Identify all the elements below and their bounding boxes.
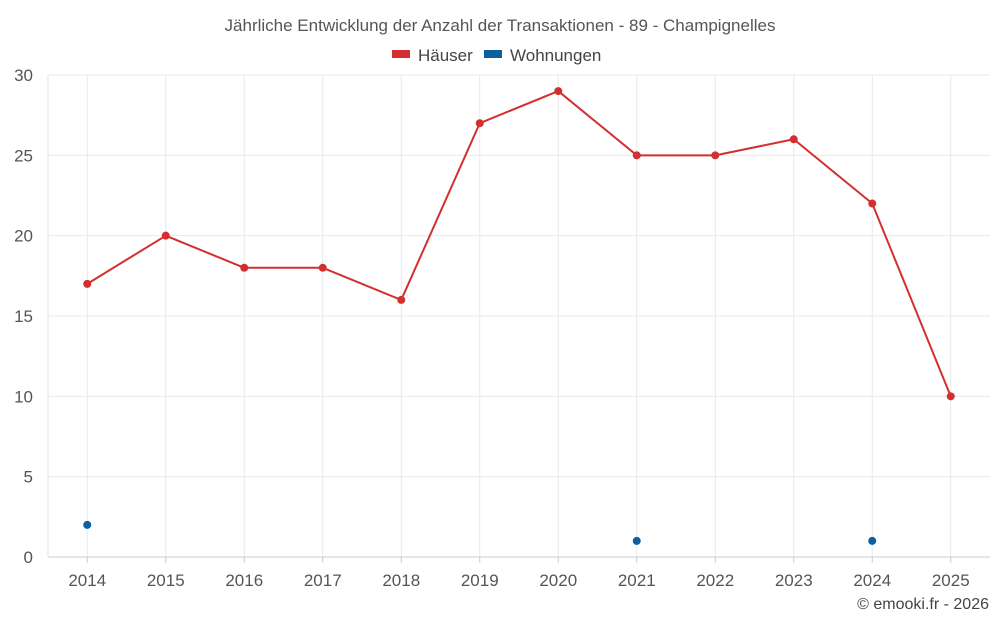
legend-swatch-wohnungen (484, 50, 502, 58)
x-tick-label: 2025 (932, 571, 970, 590)
x-tick-label: 2023 (775, 571, 813, 590)
legend: Häuser Wohnungen (392, 46, 601, 65)
legend-swatch-haeuser (392, 50, 410, 58)
x-tick-label: 2020 (539, 571, 577, 590)
data-point-wohnungen[interactable] (83, 520, 92, 529)
credit: © emooki.fr - 2026 (857, 596, 989, 613)
y-tick-label: 30 (14, 66, 33, 85)
data-point-haeuser[interactable] (161, 231, 170, 240)
y-tick-label: 5 (24, 468, 33, 487)
grid (48, 74, 990, 558)
x-tick-label: 2024 (853, 571, 891, 590)
y-tick-label: 10 (14, 387, 33, 406)
series (83, 87, 955, 545)
data-point-haeuser[interactable] (868, 199, 877, 208)
x-tick-label: 2021 (618, 571, 656, 590)
data-point-wohnungen[interactable] (632, 536, 641, 545)
y-tick-label: 15 (14, 307, 33, 326)
legend-label-wohnungen[interactable]: Wohnungen (510, 46, 601, 65)
data-point-wohnungen[interactable] (868, 536, 877, 545)
data-point-haeuser[interactable] (240, 263, 249, 272)
data-point-haeuser[interactable] (397, 295, 406, 304)
x-tick-label: 2016 (225, 571, 263, 590)
x-tick-label: 2015 (147, 571, 185, 590)
data-point-haeuser[interactable] (946, 392, 955, 401)
data-point-haeuser[interactable] (83, 279, 92, 288)
y-tick-label: 20 (14, 227, 33, 246)
data-point-haeuser[interactable] (632, 151, 641, 160)
data-point-haeuser[interactable] (318, 263, 327, 272)
data-point-haeuser[interactable] (554, 87, 563, 96)
data-point-haeuser[interactable] (475, 119, 484, 128)
x-tick-label: 2014 (68, 571, 106, 590)
data-point-haeuser[interactable] (789, 135, 798, 144)
series-line-haeuser (86, 90, 952, 397)
x-tick-label: 2017 (304, 571, 342, 590)
y-tick-label: 25 (14, 146, 33, 165)
chart-title: Jährliche Entwicklung der Anzahl der Tra… (225, 16, 776, 35)
legend-label-haeuser[interactable]: Häuser (418, 46, 473, 65)
y-tick-label: 0 (24, 548, 33, 567)
x-tick-label: 2022 (696, 571, 734, 590)
x-tick-label: 2019 (461, 571, 499, 590)
data-point-haeuser[interactable] (711, 151, 720, 160)
x-tick-label: 2018 (382, 571, 420, 590)
